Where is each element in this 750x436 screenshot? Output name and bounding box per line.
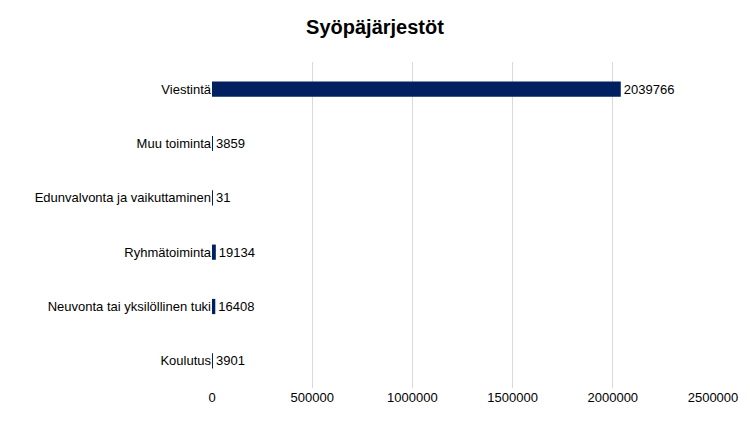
svg-text:2039766: 2039766: [624, 82, 675, 97]
svg-text:Koulutus: Koulutus: [160, 353, 211, 368]
svg-text:Muu toiminta: Muu toiminta: [137, 136, 212, 151]
svg-text:1500000: 1500000: [487, 390, 538, 405]
svg-text:Edunvalvonta ja vaikuttaminen: Edunvalvonta ja vaikuttaminen: [35, 190, 211, 205]
svg-text:31: 31: [216, 190, 230, 205]
svg-text:16408: 16408: [218, 299, 254, 314]
svg-text:Viestintä: Viestintä: [161, 82, 211, 97]
svg-text:Syöpäjärjestöt: Syöpäjärjestöt: [306, 16, 444, 38]
svg-text:Neuvonta tai yksilöllinen tuki: Neuvonta tai yksilöllinen tuki: [48, 299, 211, 314]
svg-text:Ryhmätoiminta: Ryhmätoiminta: [124, 245, 211, 260]
svg-text:2000000: 2000000: [587, 390, 638, 405]
svg-text:2500000: 2500000: [688, 390, 739, 405]
svg-text:3901: 3901: [216, 353, 245, 368]
svg-text:0: 0: [208, 390, 215, 405]
svg-text:3859: 3859: [216, 136, 245, 151]
svg-text:500000: 500000: [291, 390, 334, 405]
svg-text:1000000: 1000000: [387, 390, 438, 405]
svg-text:19134: 19134: [219, 245, 255, 260]
